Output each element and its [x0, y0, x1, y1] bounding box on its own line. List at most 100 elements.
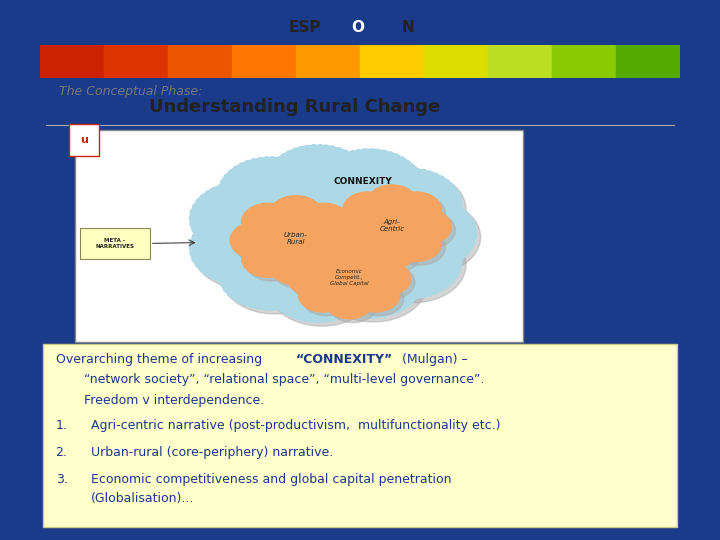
Circle shape — [392, 192, 441, 227]
Circle shape — [312, 225, 366, 262]
Circle shape — [291, 265, 339, 299]
Circle shape — [269, 247, 323, 285]
Text: Understanding Rural Change: Understanding Rural Change — [148, 98, 440, 116]
Circle shape — [269, 195, 323, 233]
Circle shape — [302, 282, 350, 316]
Text: u: u — [80, 135, 88, 145]
Circle shape — [374, 200, 480, 275]
Circle shape — [297, 203, 351, 241]
Text: Urban-
Rural: Urban- Rural — [284, 232, 307, 245]
Circle shape — [336, 213, 386, 248]
Text: 2.: 2. — [55, 446, 68, 458]
FancyBboxPatch shape — [326, 11, 390, 39]
Circle shape — [366, 208, 418, 245]
Circle shape — [356, 282, 404, 316]
Circle shape — [402, 209, 451, 244]
Circle shape — [352, 278, 400, 312]
Text: Economic competitiveness and global capital penetration: Economic competitiveness and global capi… — [91, 473, 451, 486]
Circle shape — [346, 230, 397, 265]
Circle shape — [367, 185, 417, 220]
Bar — [168, 45, 232, 78]
Circle shape — [265, 145, 372, 220]
Circle shape — [287, 262, 336, 295]
Text: Economic
Competit.,
Global Capital: Economic Competit., Global Capital — [330, 269, 369, 286]
Text: ESP: ESP — [289, 19, 322, 35]
Circle shape — [221, 239, 328, 314]
FancyBboxPatch shape — [75, 130, 523, 342]
Text: CONNEXITY: CONNEXITY — [334, 177, 392, 186]
Text: Overarching theme of increasing: Overarching theme of increasing — [55, 353, 266, 366]
Text: “CONNEXITY”: “CONNEXITY” — [296, 353, 393, 366]
Circle shape — [271, 224, 328, 264]
Bar — [296, 45, 360, 78]
Text: N: N — [402, 19, 415, 35]
Bar — [360, 45, 424, 78]
Circle shape — [325, 238, 373, 272]
Circle shape — [275, 194, 387, 273]
Circle shape — [297, 240, 351, 278]
Circle shape — [343, 192, 392, 227]
Text: Urban-rural (core-periphery) narrative.: Urban-rural (core-periphery) narrative. — [91, 446, 333, 458]
Circle shape — [366, 265, 415, 299]
Text: “network society”, “relational space”, “multi-level governance”.: “network society”, “relational space”, “… — [84, 374, 485, 387]
Circle shape — [265, 247, 372, 322]
Circle shape — [301, 207, 354, 244]
Circle shape — [352, 245, 400, 279]
Text: The Conceptual Phase:: The Conceptual Phase: — [59, 85, 202, 98]
Bar — [488, 45, 552, 78]
Circle shape — [346, 195, 397, 231]
Circle shape — [367, 233, 417, 269]
Text: Freedom v interdependence.: Freedom v interdependence. — [84, 394, 265, 407]
Bar — [40, 45, 104, 78]
Circle shape — [193, 185, 300, 260]
Circle shape — [189, 211, 296, 286]
Text: 1.: 1. — [55, 418, 68, 431]
Circle shape — [193, 214, 300, 289]
Text: (Globalisation)...: (Globalisation)... — [91, 492, 194, 505]
Circle shape — [370, 196, 477, 271]
Text: O: O — [351, 19, 364, 35]
Circle shape — [217, 157, 324, 232]
Text: META -
NARRATIVES: META - NARRATIVES — [95, 238, 135, 249]
Bar — [616, 45, 680, 78]
Circle shape — [369, 212, 422, 249]
Circle shape — [246, 207, 299, 244]
Bar — [552, 45, 616, 78]
Circle shape — [329, 242, 377, 276]
Circle shape — [273, 251, 326, 289]
Circle shape — [269, 148, 375, 223]
Circle shape — [301, 244, 354, 281]
Circle shape — [241, 203, 295, 241]
Circle shape — [328, 265, 378, 300]
Text: (Mulgan) –: (Mulgan) – — [402, 353, 467, 366]
Circle shape — [395, 230, 446, 265]
Circle shape — [269, 251, 375, 326]
FancyBboxPatch shape — [80, 228, 150, 259]
FancyBboxPatch shape — [42, 344, 678, 527]
Circle shape — [268, 220, 324, 260]
Circle shape — [329, 289, 377, 322]
Circle shape — [302, 249, 350, 282]
Text: 3.: 3. — [55, 473, 68, 486]
Text: Agri-
Centric: Agri- Centric — [379, 219, 405, 232]
Circle shape — [308, 221, 361, 259]
Circle shape — [324, 261, 374, 296]
Circle shape — [298, 245, 346, 279]
Circle shape — [189, 181, 296, 256]
Circle shape — [241, 240, 295, 278]
Circle shape — [325, 285, 373, 319]
Text: Agri-centric narrative (post-productivism,  multifunctionality etc.): Agri-centric narrative (post-productivis… — [91, 418, 500, 431]
Circle shape — [343, 226, 392, 261]
Circle shape — [356, 168, 462, 243]
Circle shape — [405, 213, 456, 248]
Bar — [104, 45, 168, 78]
Circle shape — [221, 160, 328, 235]
Circle shape — [273, 199, 326, 237]
Circle shape — [320, 152, 427, 227]
Circle shape — [371, 237, 421, 272]
Circle shape — [359, 171, 466, 247]
Bar — [232, 45, 296, 78]
Circle shape — [316, 148, 423, 224]
Circle shape — [333, 209, 382, 244]
Circle shape — [359, 228, 466, 303]
